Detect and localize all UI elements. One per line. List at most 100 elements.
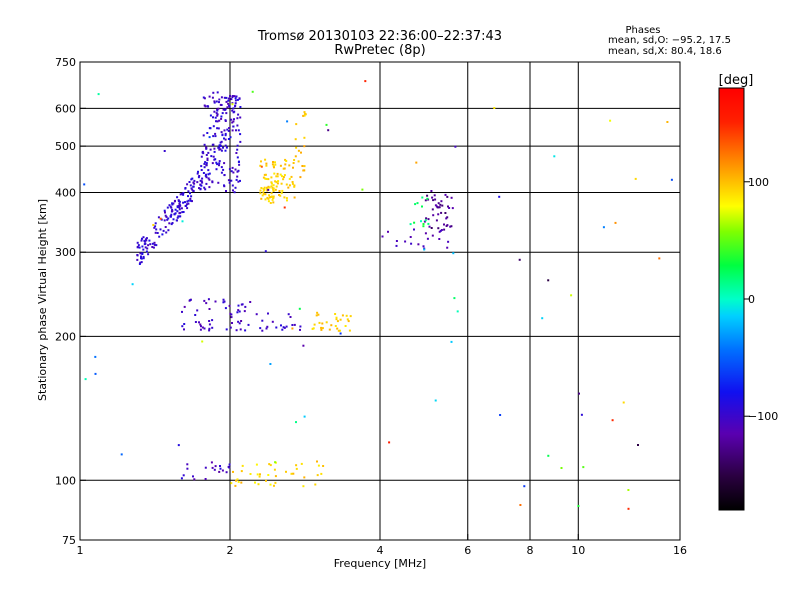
data-point — [218, 146, 221, 149]
data-point — [443, 223, 445, 226]
data-point — [231, 109, 234, 112]
data-point — [205, 154, 208, 156]
data-point — [424, 232, 427, 235]
data-point — [267, 185, 270, 188]
data-point — [285, 197, 288, 200]
data-point — [138, 246, 141, 249]
data-point — [203, 299, 206, 302]
data-point — [283, 174, 286, 177]
data-point — [231, 103, 234, 106]
y-tick-label: 400 — [55, 186, 76, 199]
data-point — [168, 222, 171, 225]
data-point — [214, 135, 217, 138]
data-point — [208, 136, 211, 139]
data-point — [273, 166, 275, 169]
data-point — [175, 219, 178, 222]
data-point — [450, 196, 453, 199]
data-point — [221, 112, 224, 115]
data-point — [218, 160, 221, 163]
data-point — [336, 327, 339, 330]
data-point — [192, 185, 195, 188]
data-point — [227, 99, 230, 102]
data-point — [409, 236, 412, 238]
data-point — [199, 323, 202, 326]
data-point — [143, 243, 146, 246]
data-point — [192, 189, 195, 192]
data-point — [171, 222, 174, 224]
data-point — [190, 187, 193, 190]
colorbar-tick-label: 100 — [748, 176, 769, 189]
data-point — [167, 229, 170, 232]
data-point — [142, 255, 145, 258]
data-point — [200, 180, 203, 183]
data-point — [279, 164, 282, 167]
data-point — [287, 186, 290, 189]
data-point — [259, 327, 262, 330]
data-point — [234, 102, 237, 105]
data-point — [224, 119, 227, 122]
data-point — [312, 327, 315, 330]
data-point — [523, 485, 526, 488]
data-point — [189, 199, 192, 202]
data-point — [171, 210, 174, 212]
data-point — [203, 327, 206, 330]
data-point — [224, 134, 227, 137]
data-point — [447, 240, 450, 243]
data-point — [272, 188, 275, 191]
data-point — [193, 478, 196, 481]
data-point — [270, 185, 273, 188]
data-point — [204, 478, 207, 480]
data-point — [295, 467, 298, 470]
data-point — [181, 325, 184, 328]
data-point — [260, 197, 263, 200]
data-point — [637, 444, 639, 446]
data-point — [259, 164, 262, 167]
data-point — [437, 213, 440, 216]
data-point — [582, 466, 585, 469]
data-point — [161, 233, 164, 236]
data-point — [440, 200, 443, 203]
data-point — [426, 197, 429, 200]
data-point — [209, 148, 212, 151]
data-point — [451, 207, 454, 210]
data-point — [239, 328, 242, 331]
data-point — [176, 196, 179, 199]
data-point — [163, 209, 166, 212]
data-point — [190, 195, 193, 198]
x-tick-label: 16 — [673, 544, 687, 557]
data-point — [218, 101, 220, 104]
data-point — [203, 143, 206, 146]
colorbar-ticks: 100 0 −100 — [744, 176, 778, 423]
data-point — [264, 193, 267, 196]
data-point — [288, 184, 291, 187]
data-point — [435, 219, 438, 222]
data-point — [217, 127, 220, 130]
data-point — [153, 226, 156, 229]
data-point — [218, 98, 221, 101]
data-point — [270, 181, 273, 184]
data-point — [219, 141, 222, 144]
data-point — [311, 327, 314, 330]
data-point — [255, 313, 258, 316]
data-point — [180, 207, 183, 210]
data-point — [234, 99, 237, 102]
data-point — [395, 244, 398, 247]
data-point — [224, 149, 227, 152]
data-point — [577, 505, 580, 507]
data-point — [415, 161, 418, 164]
data-point — [174, 208, 177, 211]
data-point — [142, 257, 145, 260]
data-point — [276, 182, 279, 185]
data-point — [265, 479, 267, 482]
data-point — [231, 96, 234, 98]
data-point — [269, 363, 272, 365]
y-tick-label: 500 — [55, 140, 76, 153]
data-point — [237, 304, 240, 307]
data-point — [272, 196, 275, 199]
data-point — [264, 158, 267, 161]
y-tick-label: 300 — [55, 246, 76, 259]
data-point — [222, 146, 224, 149]
data-point — [450, 225, 453, 228]
data-point — [282, 178, 285, 181]
data-point — [240, 481, 243, 484]
